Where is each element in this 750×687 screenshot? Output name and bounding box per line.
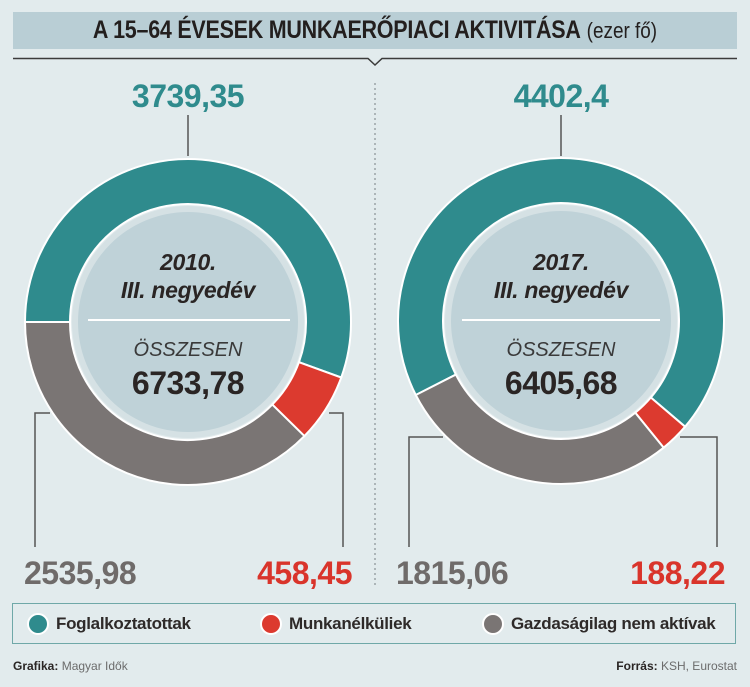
total-value-2010: 6733,78 <box>131 365 245 401</box>
legend-label: Munkanélküliek <box>289 613 412 633</box>
credit-value: Magyar Idők <box>61 659 128 673</box>
title-bar: A 15–64 ÉVESEK MUNKAERŐPIACI AKTIVITÁSA … <box>13 12 737 49</box>
total-label-2017: ÖSSZESEN <box>506 339 616 361</box>
value-unemployed-2017: 188,22 <box>630 555 725 591</box>
source-label: Forrás: <box>616 659 658 673</box>
footer-source: Forrás: KSH, Eurostat <box>616 659 737 673</box>
legend-dot-icon <box>482 612 504 635</box>
value-employed-2010: 3739,35 <box>131 78 245 114</box>
title-text: A 15–64 ÉVESEK MUNKAERŐPIACI AKTIVITÁSA <box>92 16 581 44</box>
title-underline <box>13 57 737 67</box>
legend-dot-icon <box>260 612 282 635</box>
total-label-2010: ÖSSZESEN <box>133 339 243 361</box>
title-unit: (ezer fő) <box>586 18 658 43</box>
value-inactive-2017: 1815,06 <box>396 555 509 591</box>
legend-item-inactive: Gazdaságilag nem aktívak <box>482 604 716 643</box>
total-value-2017: 6405,68 <box>504 365 618 401</box>
leader-unemployed-2010 <box>329 412 344 547</box>
value-unemployed-2010: 458,45 <box>257 555 352 591</box>
period-quarter-2010: III. negyedév <box>120 277 256 303</box>
period-year-2010: 2010. <box>159 249 217 275</box>
donut-chart-2010 <box>23 158 352 486</box>
legend-label: Foglalkoztatottak <box>56 613 191 633</box>
donut-segment-inactive <box>414 373 666 485</box>
legend-item-employed: Foglalkoztatottak <box>27 604 191 643</box>
period-year-2017: 2017. <box>532 249 590 275</box>
period-quarter-2017: III. negyedév <box>493 277 629 303</box>
legend-item-unemployed: Munkanélküliek <box>260 604 412 643</box>
value-employed-2017: 4402,4 <box>513 78 609 114</box>
legend-label: Gazdaságilag nem aktívak <box>511 613 716 633</box>
donut-chart-2017 <box>397 157 725 485</box>
chart-title: A 15–64 ÉVESEK MUNKAERŐPIACI AKTIVITÁSA … <box>93 16 657 45</box>
donut-segment-employed <box>23 158 352 379</box>
legend-dot-icon <box>27 612 49 635</box>
value-inactive-2010: 2535,98 <box>24 555 137 591</box>
legend: Foglalkoztatottak Munkanélküliek Gazdasá… <box>12 603 736 644</box>
inner-disk-2010 <box>78 212 298 432</box>
leader-inactive-2010 <box>34 412 50 547</box>
footer-credit: Grafika: Magyar Idők <box>13 659 128 673</box>
donut-segment-inactive <box>23 321 306 486</box>
source-value: KSH, Eurostat <box>660 659 737 673</box>
leader-unemployed-2017 <box>680 436 718 547</box>
leader-inactive-2017 <box>408 436 443 547</box>
credit-label: Grafika: <box>13 659 59 673</box>
donut-segment-employed <box>397 157 725 429</box>
